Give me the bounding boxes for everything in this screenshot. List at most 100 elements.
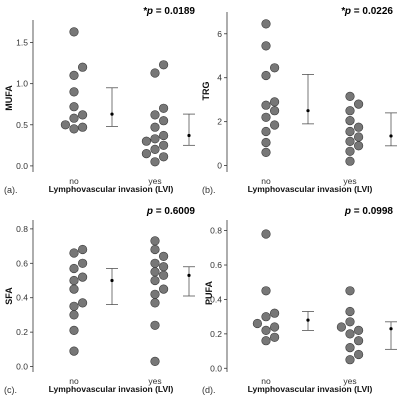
y-tick-label: 1.0: [16, 79, 28, 89]
p-value-label: p = 0.0998: [344, 206, 394, 217]
data-point-yes: [150, 244, 160, 255]
panel-c: p = 0.6009 SFA (c). Lymphovascular invas…: [4, 206, 195, 395]
data-point-no: [69, 27, 79, 37]
data-point-no: [77, 272, 88, 282]
mean-marker-yes: [187, 273, 191, 277]
data-point-yes: [345, 156, 355, 166]
data-point-no: [252, 318, 262, 329]
data-point-no: [77, 62, 88, 72]
y-tick-label: 4: [217, 73, 222, 83]
data-point-no: [261, 312, 271, 322]
data-point-yes: [150, 258, 160, 268]
data-point-yes: [354, 336, 364, 346]
data-point-yes: [141, 136, 151, 146]
mean-marker-yes: [389, 134, 393, 138]
y-tick-label: 6: [217, 29, 222, 39]
data-point-yes: [345, 146, 355, 156]
data-point-no: [69, 310, 79, 320]
data-point-yes: [150, 298, 160, 308]
data-point-no: [261, 112, 271, 122]
p-value-label: *p = 0.0226: [341, 6, 393, 17]
x-axis-title: Lymphovascular invasion (LVI): [248, 384, 373, 394]
mean-marker-no: [110, 112, 114, 116]
p-value-label: p = 0.6009: [146, 206, 196, 217]
y-axis-title: SFA: [4, 287, 14, 305]
panel-d: p = 0.0998 PUFA (d). Lymphovascular inva…: [202, 206, 397, 395]
data-point-no: [270, 120, 280, 130]
data-point-yes: [150, 267, 160, 277]
data-point-no: [69, 284, 79, 294]
y-tick-label: 0.4: [210, 294, 222, 304]
data-point-yes: [150, 157, 160, 167]
data-point-yes: [159, 270, 169, 280]
data-point-yes: [345, 126, 355, 137]
data-point-no: [77, 110, 88, 120]
x-tick-label-no: no: [69, 376, 79, 386]
data-point-no: [270, 63, 280, 73]
plot-area: 0.0 0.2 0.4 0.6 0.8 no yes: [16, 220, 195, 386]
y-tick-label: 0.5: [16, 120, 28, 130]
data-point-no: [69, 113, 79, 123]
data-point-no: [261, 100, 271, 110]
data-point-no: [261, 41, 271, 51]
y-axis-title: PUFA: [204, 281, 214, 306]
data-point-yes: [345, 91, 355, 101]
plot-area: 0.0 0.2 0.4 0.6 0.8 no yes: [210, 220, 397, 386]
x-tick-label-yes: yes: [148, 376, 161, 386]
mean-marker-no: [306, 109, 310, 113]
plot-area: 0 2 4 6 no yes: [217, 12, 397, 186]
data-point-yes: [159, 60, 169, 70]
data-point-yes: [345, 136, 355, 146]
mean-marker-yes: [389, 327, 393, 331]
data-point-yes: [159, 152, 169, 162]
data-point-no: [270, 106, 280, 116]
data-point-no: [261, 325, 271, 336]
data-point-no: [69, 87, 79, 97]
data-point-yes: [345, 355, 355, 365]
data-point-no: [270, 332, 280, 342]
data-point-no: [69, 102, 79, 112]
data-point-yes: [150, 236, 160, 246]
y-axis-title: MUFA: [4, 85, 14, 111]
data-point-yes: [345, 106, 355, 116]
data-point-yes: [150, 320, 160, 330]
data-point-yes: [345, 306, 355, 317]
x-tick-label-yes: yes: [343, 376, 356, 386]
data-point-no: [69, 301, 79, 311]
data-point-yes: [345, 286, 355, 296]
x-axis-title: Lymphovascular invasion (LVI): [49, 184, 174, 194]
panel-label: (d).: [202, 385, 216, 395]
data-point-yes: [354, 132, 364, 142]
y-axis-title: TRG: [201, 82, 211, 101]
y-tick-label: 0.6: [16, 258, 28, 268]
panel-a: *p = 0.0189 MUFA (a). Lymphovascular inv…: [4, 6, 195, 195]
data-point-yes: [159, 116, 169, 126]
data-point-yes: [354, 99, 364, 109]
data-point-yes: [354, 349, 364, 360]
y-tick-label: 0.6: [210, 260, 222, 270]
data-point-no: [270, 97, 280, 107]
mean-marker-no: [110, 278, 114, 283]
x-axis-title: Lymphovascular invasion (LVI): [248, 184, 373, 194]
data-point-yes: [345, 317, 355, 327]
data-point-no: [69, 325, 79, 336]
data-point-yes: [336, 322, 347, 332]
data-point-no: [69, 275, 79, 286]
y-tick-label: 0.2: [16, 327, 28, 337]
data-point-no: [261, 229, 271, 239]
data-point-no: [270, 308, 280, 318]
panel-b: *p = 0.0226 TRG (b). Lymphovascular inva…: [201, 6, 397, 195]
data-point-yes: [159, 262, 169, 272]
x-tick-label-yes: yes: [148, 176, 161, 186]
mean-marker-yes: [187, 133, 191, 138]
data-point-yes: [354, 325, 364, 336]
y-tick-label: 1.5: [16, 38, 28, 48]
panel-label: (a).: [4, 185, 18, 195]
x-axis-title: Lymphovascular invasion (LVI): [49, 384, 174, 394]
data-point-no: [69, 263, 79, 274]
data-point-yes: [150, 122, 160, 132]
y-tick-label: 0.0: [16, 161, 28, 171]
data-point-no: [261, 70, 271, 81]
data-point-yes: [354, 122, 364, 132]
